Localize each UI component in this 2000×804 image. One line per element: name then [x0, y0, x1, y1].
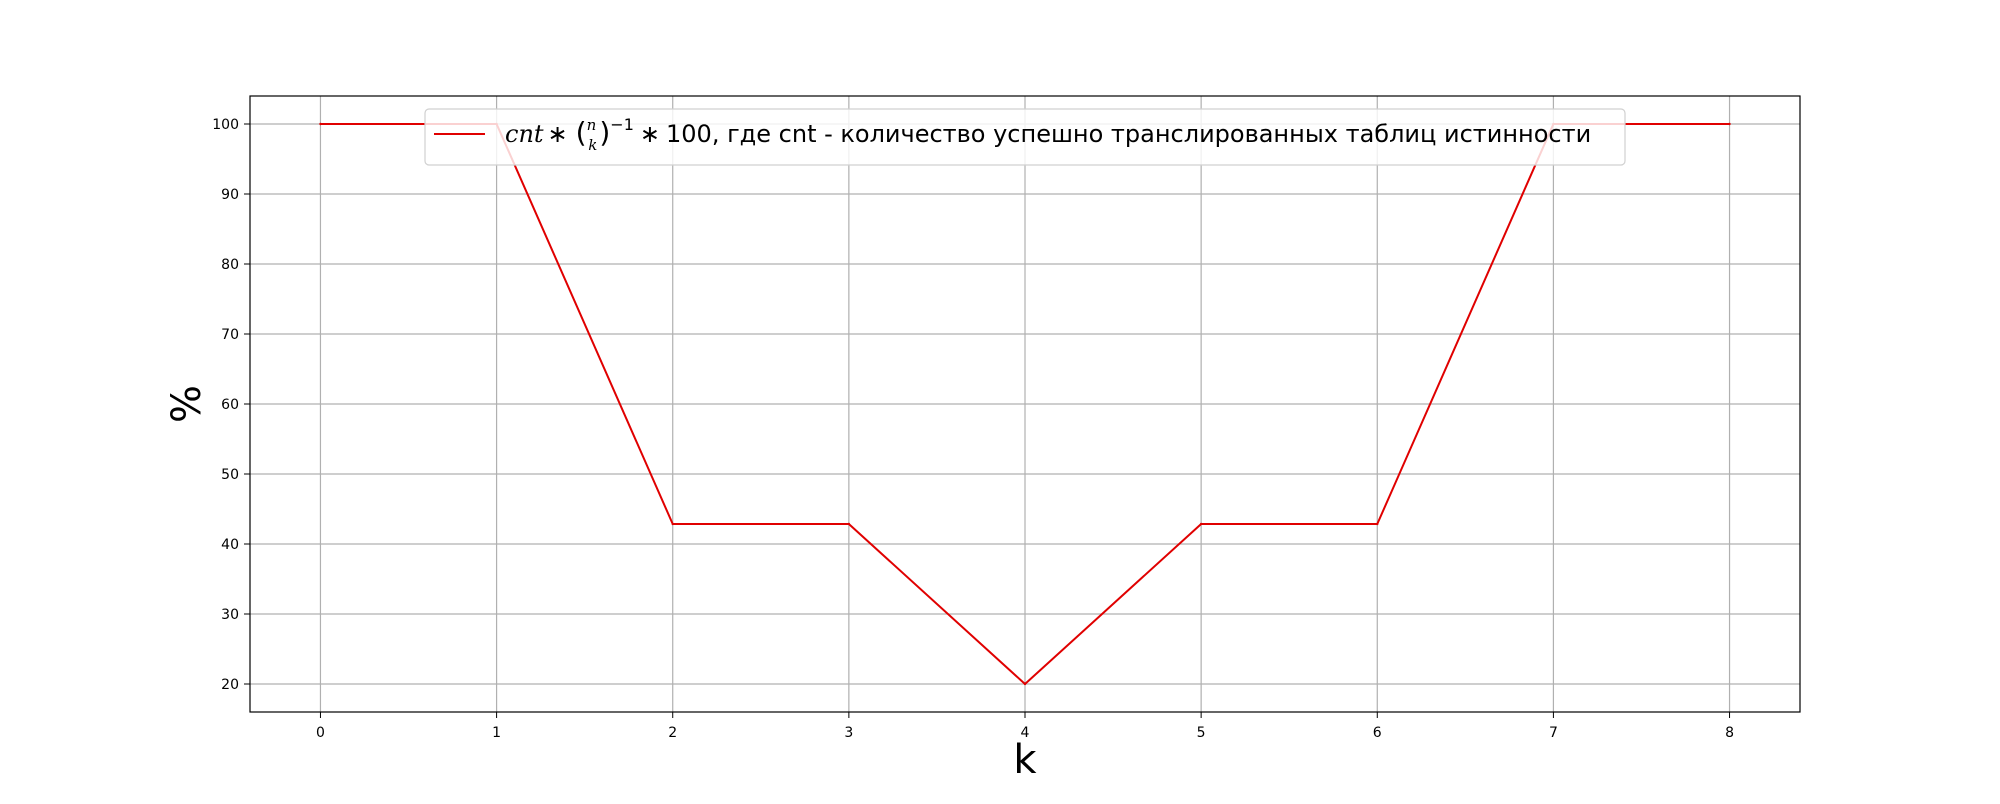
x-tick-label: 6	[1373, 725, 1382, 741]
legend-formula-k: k	[588, 136, 597, 154]
legend-formula-exponent: −1	[610, 115, 634, 134]
x-axis-ticks: 0 1 2 3 4 5 6 7 8	[316, 712, 1734, 741]
data-point	[847, 522, 851, 526]
x-tick-label: 2	[668, 725, 677, 741]
y-axis-ticks: 20 30 40 50 60 70 80 90 100	[212, 117, 250, 693]
legend-formula-n: n	[587, 116, 597, 134]
y-axis-label: %	[164, 385, 210, 423]
legend: cnt ∗ (n k)−1 ∗ 100, где cnt - количество усп…	[424, 108, 1626, 166]
data-point	[671, 522, 674, 526]
data-point	[1023, 682, 1027, 686]
legend-box	[424, 108, 1626, 166]
x-axis-label: k	[1013, 737, 1037, 783]
x-tick-label: 7	[1549, 725, 1558, 741]
data-point	[1728, 122, 1731, 126]
x-tick-label: 5	[1197, 725, 1206, 741]
legend-entry: cnt ∗ (n k)−1 ∗ 100, где cnt - количество усп…	[505, 115, 1591, 154]
y-tick-label: 30	[221, 607, 239, 623]
y-tick-label: 20	[221, 677, 239, 693]
data-point	[319, 122, 322, 126]
x-tick-label: 4	[1021, 725, 1030, 741]
legend-description: , где cnt - количество успешно транслиро…	[712, 120, 1591, 148]
legend-formula-close-paren: )	[599, 116, 610, 149]
legend-formula-cnt: cnt	[505, 120, 544, 148]
x-tick-label: 1	[492, 725, 501, 741]
data-point	[1376, 522, 1379, 526]
x-tick-label: 3	[844, 725, 853, 741]
y-tick-label: 70	[221, 327, 239, 343]
legend-formula-times-2: ∗	[640, 120, 660, 148]
y-tick-label: 100	[212, 117, 239, 133]
x-tick-label: 0	[316, 725, 325, 741]
y-tick-label: 50	[221, 467, 239, 483]
y-tick-label: 40	[221, 537, 239, 553]
data-point	[1199, 522, 1203, 526]
y-tick-label: 90	[221, 187, 239, 203]
y-tick-label: 80	[221, 257, 239, 273]
legend-formula-open-paren: (	[576, 116, 587, 149]
x-tick-label: 8	[1725, 725, 1734, 741]
y-tick-label: 60	[221, 397, 239, 413]
legend-formula-hundred: 100	[666, 120, 712, 148]
legend-formula-times-1: ∗	[548, 120, 568, 148]
